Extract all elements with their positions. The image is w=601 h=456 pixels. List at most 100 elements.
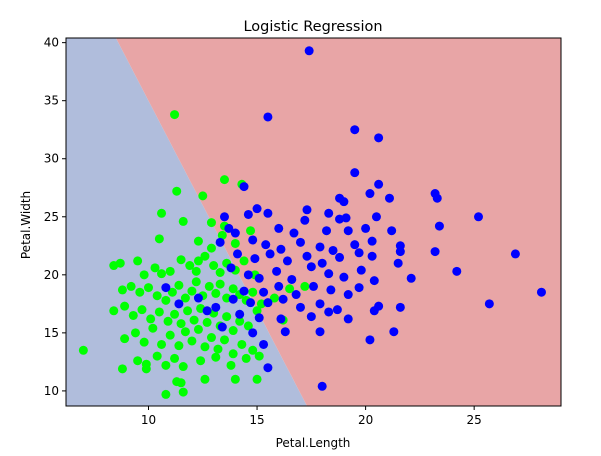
data-point-series-1 [300,281,310,291]
y-tick-label: 20 [44,268,59,282]
data-point-series-1 [193,236,203,246]
data-point-series-2 [263,298,273,308]
data-point-series-2 [387,226,397,236]
data-point-series-1 [154,234,164,244]
data-point-series-2 [233,249,243,259]
data-point-series-2 [343,290,353,300]
data-point-series-2 [304,46,314,56]
data-point-series-1 [178,387,188,397]
data-point-series-1 [198,191,208,201]
data-point-series-2 [239,182,249,192]
data-point-series-1 [178,362,188,372]
data-point-series-1 [200,374,210,384]
data-point-series-1 [248,345,258,355]
data-point-series-2 [193,293,203,303]
data-point-series-2 [246,298,256,308]
data-point-series-2 [248,235,258,245]
data-point-series-1 [228,349,238,359]
data-point-series-1 [176,255,186,265]
data-point-series-1 [215,267,225,277]
data-point-series-1 [228,326,238,336]
data-point-series-2 [536,287,546,297]
data-point-series-2 [389,327,399,337]
data-point-series-2 [367,236,377,246]
data-point-series-1 [152,291,162,301]
data-point-series-1 [204,281,214,291]
data-point-series-1 [226,360,236,370]
data-point-series-1 [230,374,240,384]
chart-title: Logistic Regression [243,19,382,35]
x-tick-label: 15 [249,413,264,427]
data-point-series-2 [265,249,275,259]
data-point-series-1 [170,353,180,363]
data-point-series-2 [230,228,240,238]
data-point-series-1 [170,309,180,319]
data-point-series-1 [219,175,229,185]
data-point-series-1 [154,307,164,317]
data-point-series-2 [309,281,318,291]
data-point-series-1 [246,226,256,236]
data-point-series-1 [172,186,182,196]
data-point-series-1 [189,315,199,325]
data-point-series-1 [193,256,203,266]
data-point-series-2 [302,205,312,215]
data-point-series-2 [341,213,351,223]
data-point-series-1 [163,316,173,326]
data-point-series-2 [339,197,349,207]
data-point-series-2 [263,112,273,122]
data-point-series-1 [191,266,201,276]
data-point-series-2 [371,212,381,222]
data-point-series-1 [150,263,160,273]
data-point-series-2 [250,254,260,264]
data-point-series-1 [109,306,119,316]
data-point-series-1 [248,287,258,297]
y-axis-ticks: 10 15 20 25 30 35 40 [44,36,66,398]
data-point-series-2 [300,215,310,225]
data-point-series-2 [282,256,292,266]
data-point-series-2 [302,251,312,261]
data-point-series-2 [315,299,325,309]
data-point-series-2 [259,339,269,349]
data-point-series-1 [200,251,210,261]
data-point-series-2 [328,245,338,255]
data-point-series-2 [484,299,494,309]
data-point-series-2 [228,294,238,304]
data-point-series-2 [335,252,345,262]
data-point-series-2 [295,302,305,312]
x-tick-label: 10 [141,413,156,427]
data-point-series-2 [254,273,264,283]
data-point-series-2 [315,242,325,252]
data-point-series-1 [206,243,216,253]
data-point-series-2 [315,327,325,337]
data-point-series-2 [235,309,245,319]
data-point-series-2 [219,212,229,222]
data-point-series-2 [350,240,360,250]
data-point-series-2 [317,381,327,391]
data-point-series-1 [120,334,130,344]
data-point-series-2 [254,313,264,323]
data-point-series-1 [128,310,138,320]
data-point-series-1 [174,341,184,351]
data-point-series-2 [332,305,342,315]
data-point-series-1 [196,356,206,366]
data-point-series-1 [157,339,167,349]
data-point-series-1 [187,286,197,296]
data-point-series-2 [272,266,282,276]
x-axis-label: Petal.Length [276,436,351,450]
y-tick-label: 10 [44,384,59,398]
plot-frame [65,37,562,407]
data-point-series-2 [211,302,221,312]
data-point-series-1 [161,389,171,399]
data-point-series-2 [306,312,316,322]
data-point-series-1 [146,314,156,324]
data-point-series-2 [161,283,171,293]
data-point-series-1 [206,333,216,343]
data-point-series-2 [343,226,353,236]
data-point-series-2 [354,283,364,293]
data-point-series-1 [252,374,262,384]
data-point-series-2 [217,322,227,332]
data-point-series-2 [287,274,297,284]
data-point-series-1 [135,287,145,297]
data-point-series-2 [276,244,286,254]
